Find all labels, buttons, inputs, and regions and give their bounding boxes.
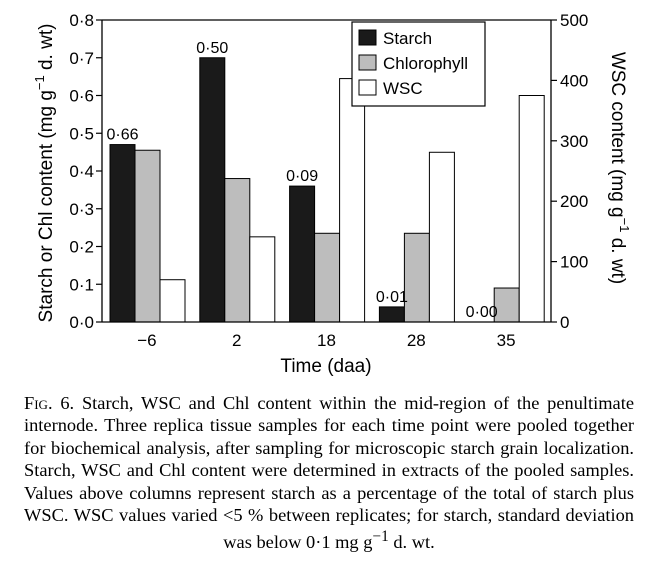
right-axis-label-sup: −1: [617, 218, 632, 233]
right-axis-label-tail: d. wt): [607, 232, 628, 284]
left-axis-label-tail: d. wt): [36, 24, 57, 76]
right-tick-label-5: 500: [560, 11, 588, 30]
bar-starch-1: [199, 57, 226, 323]
left-axis-label: Starch or Chl content (mg g−1 d. wt): [32, 24, 57, 323]
right-axis-label: WSC content (mg g−1 d. wt): [607, 52, 632, 284]
bar-starch-0: [109, 144, 136, 323]
bar-wsc-4: [518, 95, 545, 323]
x-tick-label-0: −6: [137, 331, 156, 350]
left-tick-label-3: 0·3: [69, 200, 94, 219]
x-tick-label-3: 28: [407, 331, 426, 350]
caption-text: Starch, WSC and Chl content within the m…: [24, 393, 634, 553]
caption-tail: d. wt.: [388, 532, 435, 553]
bar-chlorophyll-4: [493, 287, 520, 323]
left-tick-label-5: 0·5: [69, 124, 94, 143]
legend-label-starch: Starch: [383, 29, 432, 48]
bar-label-3: 0·01: [376, 289, 408, 306]
legend-label-chlorophyll: Chlorophyll: [383, 54, 468, 73]
left-axis-label-sup: −1: [32, 75, 47, 90]
left-tick-label-2: 0·2: [69, 238, 94, 257]
legend-swatch-wsc: [358, 79, 377, 96]
right-tick-label-4: 400: [560, 71, 588, 90]
bar-chlorophyll-1: [224, 178, 251, 323]
legend: Starch Chlorophyll WSC: [351, 21, 486, 107]
bar-label-1: 0·50: [196, 40, 228, 57]
figure-caption: Fig. 6. Starch, WSC and Chl content with…: [24, 392, 634, 554]
x-tick-label-4: 35: [497, 331, 516, 350]
left-tick-label-4: 0·4: [69, 162, 94, 181]
x-tick-label-2: 18: [317, 331, 336, 350]
bar-wsc-3: [428, 151, 455, 323]
right-axis-label-main: WSC content (mg g: [607, 52, 628, 218]
right-tick-label-0: 0: [560, 313, 569, 332]
bar-chart: 0·660·500·090·010·00 −6 2 18 28 350·00·10·20…: [32, 11, 632, 377]
legend-swatch-starch: [358, 29, 377, 46]
x-tick-label-1: 2: [232, 331, 241, 350]
bar-label-0: 0·66: [106, 127, 138, 144]
bar-chlorophyll-0: [134, 149, 161, 323]
bar-chlorophyll-2: [314, 232, 341, 323]
bar-starch-3: [378, 306, 405, 323]
left-tick-label-7: 0·7: [69, 49, 94, 68]
bar-chlorophyll-3: [403, 232, 430, 323]
bar-label-4: 0·00: [466, 304, 498, 321]
right-tick-label-1: 100: [560, 253, 588, 272]
caption-sup: −1: [372, 528, 389, 546]
bar-wsc-1: [249, 236, 276, 323]
right-tick-label-3: 300: [560, 132, 588, 151]
bar-starch-2: [289, 185, 316, 323]
right-tick-label-2: 200: [560, 192, 588, 211]
left-axis-label-main: Starch or Chl content (mg g: [36, 90, 57, 322]
left-tick-label-6: 0·6: [69, 87, 94, 106]
bar-wsc-2: [339, 78, 366, 323]
legend-swatch-chlorophyll: [358, 54, 377, 71]
figure-label: Fig. 6.: [24, 393, 75, 413]
left-tick-label-8: 0·8: [69, 11, 94, 30]
axes-group: −6 2 18 28 35 0·0 0·1 0·2 0·3 0·4 0·5 0·6 0·7 0·8 0 100…: [69, 11, 588, 350]
bars-group: 0·66 0·50 0·09 0·01 0·00: [106, 40, 545, 323]
bar-wsc-0: [159, 279, 186, 323]
legend-label-wsc: WSC: [383, 79, 423, 98]
left-tick-label-0: 0·0: [69, 313, 94, 332]
left-tick-label-1: 0·1: [69, 275, 94, 294]
x-axis-label: Time (daa): [280, 356, 371, 377]
bar-label-2: 0·09: [286, 168, 318, 185]
